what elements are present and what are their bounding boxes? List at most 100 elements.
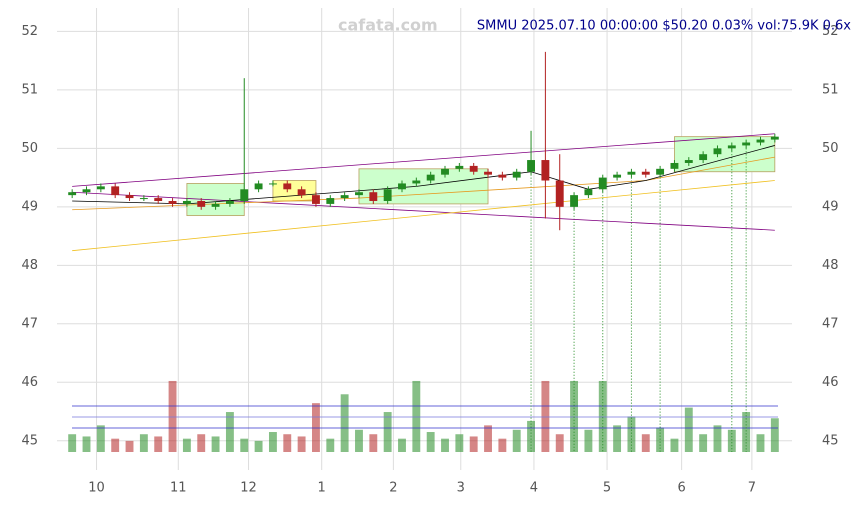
candle-body [240, 189, 249, 201]
volume-bar [684, 407, 693, 452]
chart-title: SMMU 2025.07.10 00:00:00 $50.20 0.03% vo… [477, 19, 851, 34]
volume-bar [111, 438, 120, 452]
overlay-line [72, 133, 775, 187]
candle-body [627, 171, 636, 175]
candle-body [713, 148, 722, 155]
candle-body [68, 192, 77, 196]
candle-body [355, 192, 363, 196]
candle-body [756, 139, 765, 143]
candle-body [326, 198, 335, 204]
candle-body [96, 186, 105, 190]
candle-body [670, 162, 679, 169]
y-tick-label: 48 [822, 258, 839, 273]
volume-bar [268, 432, 277, 452]
y-tick-label: 49 [21, 199, 38, 214]
volume-bar [656, 427, 665, 452]
x-tick-label: 10 [88, 481, 105, 496]
x-tick-label: 1 [318, 481, 326, 496]
zone [272, 180, 317, 202]
candle-body [197, 200, 206, 207]
volume-bar [598, 380, 607, 452]
candle-body [340, 195, 349, 199]
candle-body [584, 189, 593, 196]
volume-bar [498, 438, 507, 452]
candle-body [82, 189, 91, 193]
volume-bar [369, 434, 378, 452]
y-tick-label: 45 [822, 433, 839, 448]
candle-body [441, 168, 449, 175]
candle-body [570, 195, 579, 207]
volume-bar [125, 440, 134, 452]
candle-body [426, 174, 435, 181]
candle-body [455, 165, 464, 169]
x-tick-label: 5 [603, 481, 611, 496]
candle-body [412, 180, 421, 184]
zone [186, 183, 245, 217]
overlay-line [72, 156, 775, 211]
candle-body [527, 160, 535, 172]
volume-bar [742, 412, 751, 452]
volume-bar [441, 438, 449, 452]
candle-body [541, 160, 550, 181]
volume-bar [383, 412, 392, 452]
candle-body [369, 192, 378, 201]
volume-bar [641, 434, 650, 452]
volume-bar [512, 429, 521, 452]
volume-bar [541, 380, 550, 452]
volume-bar [770, 418, 779, 452]
overlay-line [72, 145, 775, 205]
volume-bar [82, 436, 91, 452]
candle-body [498, 174, 507, 178]
volume-bar [355, 429, 363, 452]
candle-body [684, 160, 693, 163]
volume-bar [154, 436, 163, 452]
volume-bar [297, 436, 306, 452]
y-tick-label: 50 [21, 141, 38, 156]
candle-body [656, 168, 665, 175]
volume-bar [584, 429, 593, 452]
volume-bar [756, 434, 765, 452]
y-tick-label: 51 [21, 82, 38, 97]
candle-body [168, 200, 177, 204]
volume-bar [182, 438, 191, 452]
volume-bar [225, 412, 234, 452]
candle-body [484, 171, 492, 175]
candle-body [139, 198, 148, 200]
y-tick-label: 50 [822, 141, 839, 156]
overlay-line [72, 180, 775, 252]
volume-bar [469, 436, 478, 452]
candle-body [312, 195, 320, 204]
volume-bar [398, 438, 406, 452]
x-tick-label: 3 [457, 481, 465, 496]
volume-bar [197, 434, 206, 452]
y-tick-label: 47 [822, 316, 839, 331]
candle-body [111, 186, 120, 196]
y-tick-label: 52 [21, 24, 38, 39]
volume-bar [340, 394, 349, 452]
x-tick-label: 12 [240, 481, 257, 496]
y-tick-label: 49 [822, 199, 839, 214]
volume-bar [713, 425, 722, 452]
candle-body [727, 145, 736, 149]
volume-bar [455, 434, 464, 452]
volume-bar [670, 438, 679, 452]
candle-body [182, 200, 191, 204]
y-tick-label: 48 [21, 258, 38, 273]
volume-bar [68, 434, 77, 452]
volume-bar [283, 434, 292, 452]
candle-body [699, 154, 708, 161]
volume-bar [139, 434, 148, 452]
candle-body [154, 198, 163, 201]
candle-body [512, 171, 521, 178]
volume-bar [555, 434, 564, 452]
zone [358, 168, 489, 205]
y-tick-label: 46 [822, 375, 839, 390]
candle-body [125, 195, 134, 199]
candle-body [641, 171, 650, 175]
candle-body [742, 142, 751, 146]
volume-bar [254, 440, 263, 452]
x-tick-label: 2 [389, 481, 397, 496]
volume-bar [412, 380, 421, 452]
y-tick-label: 45 [21, 433, 38, 448]
